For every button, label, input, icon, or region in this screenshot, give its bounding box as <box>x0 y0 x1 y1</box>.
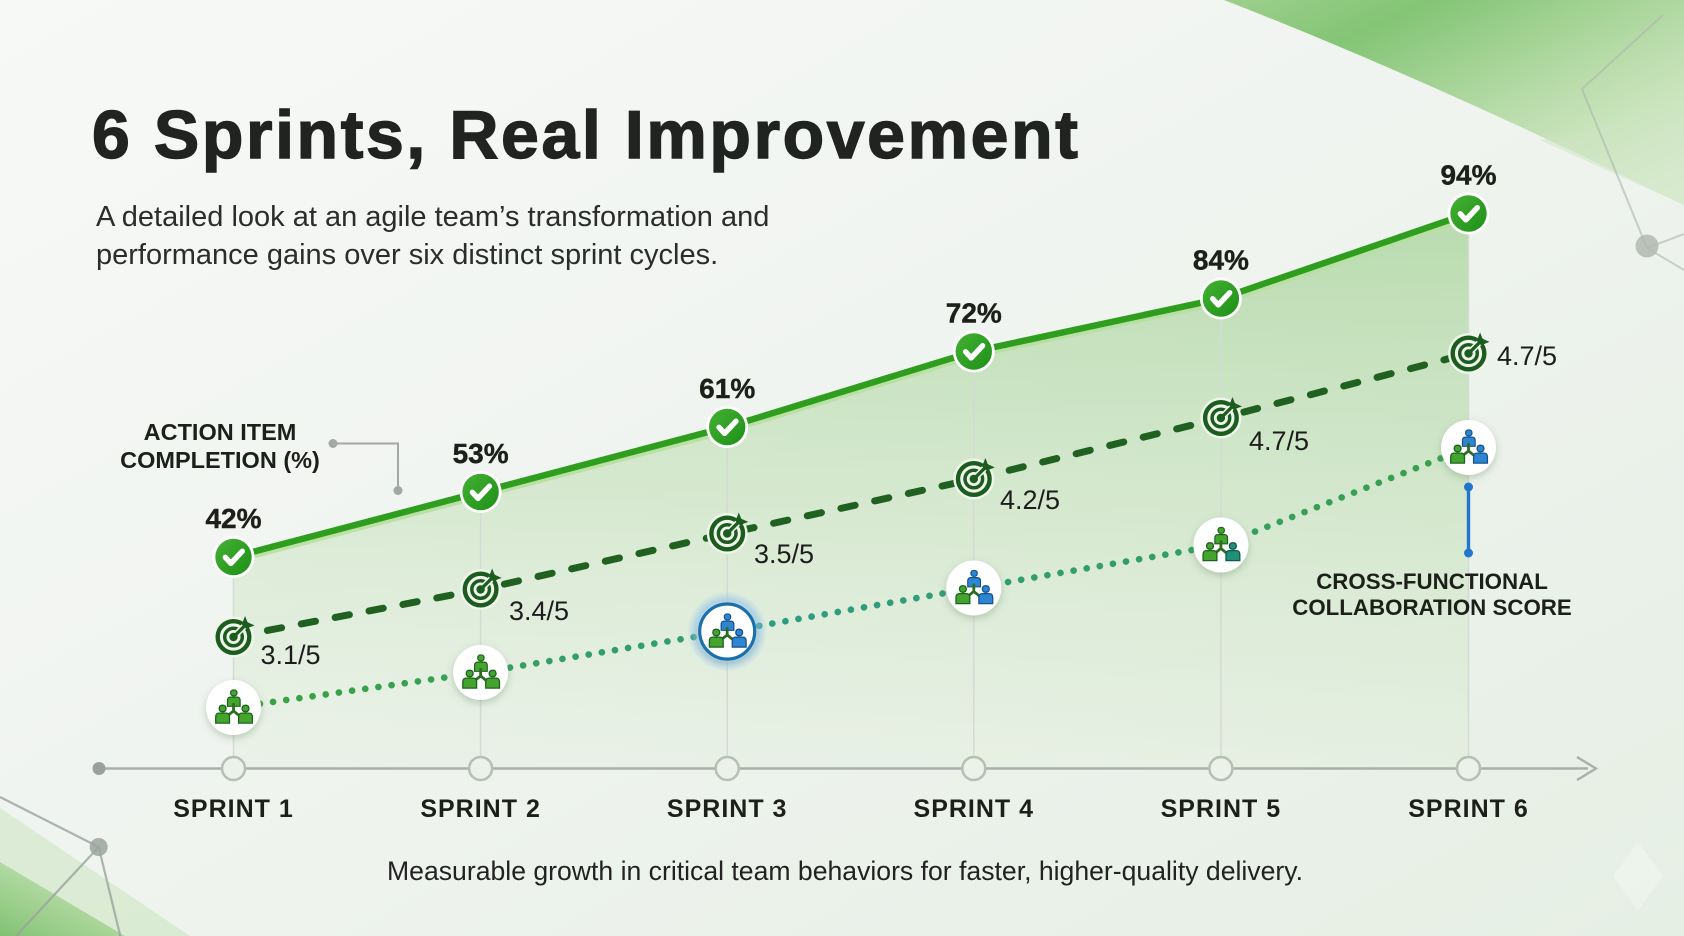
svg-text:4.7/5: 4.7/5 <box>1497 341 1557 371</box>
svg-text:4.2/5: 4.2/5 <box>1000 485 1060 515</box>
svg-text:SPRINT 2: SPRINT 2 <box>420 795 541 823</box>
svg-text:A detailed look at an agile te: A detailed look at an agile team’s trans… <box>96 201 769 233</box>
svg-text:ACTION ITEM: ACTION ITEM <box>144 419 297 445</box>
svg-text:6 Sprints, Real Improvement: 6 Sprints, Real Improvement <box>92 97 1080 173</box>
svg-text:42%: 42% <box>205 503 261 534</box>
svg-text:94%: 94% <box>1440 160 1496 191</box>
svg-text:COLLABORATION SCORE: COLLABORATION SCORE <box>1292 595 1572 620</box>
svg-text:4.7/5: 4.7/5 <box>1249 426 1309 456</box>
svg-text:SPRINT 4: SPRINT 4 <box>914 795 1035 823</box>
svg-text:53%: 53% <box>453 438 509 469</box>
svg-text:72%: 72% <box>946 298 1002 329</box>
svg-text:performance gains over six dis: performance gains over six distinct spri… <box>96 239 718 271</box>
svg-text:SPRINT 1: SPRINT 1 <box>173 795 294 823</box>
svg-text:3.1/5: 3.1/5 <box>261 640 321 670</box>
svg-text:COMPLETION (%): COMPLETION (%) <box>120 447 320 473</box>
svg-text:SPRINT 5: SPRINT 5 <box>1161 795 1282 823</box>
svg-text:84%: 84% <box>1193 245 1249 276</box>
svg-text:61%: 61% <box>699 373 755 404</box>
svg-text:3.5/5: 3.5/5 <box>754 539 814 569</box>
svg-text:Measurable growth in critical: Measurable growth in critical team behav… <box>387 856 1303 886</box>
svg-text:SPRINT 3: SPRINT 3 <box>667 795 788 823</box>
svg-text:SPRINT 6: SPRINT 6 <box>1408 795 1529 823</box>
svg-text:CROSS-FUNCTIONAL: CROSS-FUNCTIONAL <box>1316 569 1548 594</box>
svg-text:3.4/5: 3.4/5 <box>509 596 569 626</box>
